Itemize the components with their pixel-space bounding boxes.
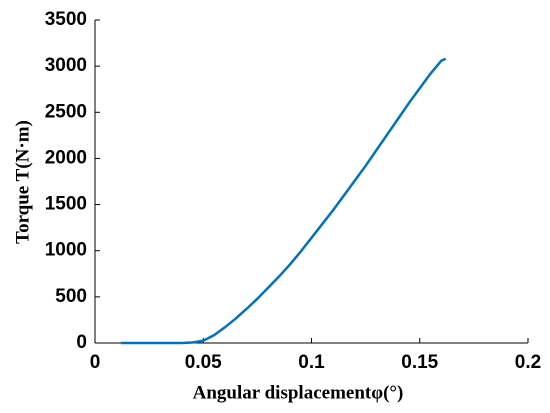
x-tick-label: 0 [90, 352, 101, 373]
y-tick-label: 1500 [45, 194, 87, 215]
y-tick-label: 3500 [45, 9, 87, 30]
y-tick-label: 2500 [45, 101, 87, 122]
x-tick-label: 0.05 [185, 352, 222, 373]
y-tick-label: 0 [76, 332, 87, 353]
x-tick-label: 0.2 [515, 352, 541, 373]
y-axis-title: Torque T(N·m) [12, 120, 33, 244]
y-tick-label: 500 [55, 286, 87, 307]
x-axis-title: Angular displacementφ(°) [193, 382, 404, 403]
x-tick-label: 0.1 [298, 352, 325, 373]
data-line [120, 57, 447, 345]
y-tick-label: 2000 [45, 147, 87, 168]
y-tick-label: 3000 [45, 55, 87, 76]
y-tick-label: 1000 [45, 240, 87, 261]
x-tick-label: 0.15 [401, 352, 438, 373]
